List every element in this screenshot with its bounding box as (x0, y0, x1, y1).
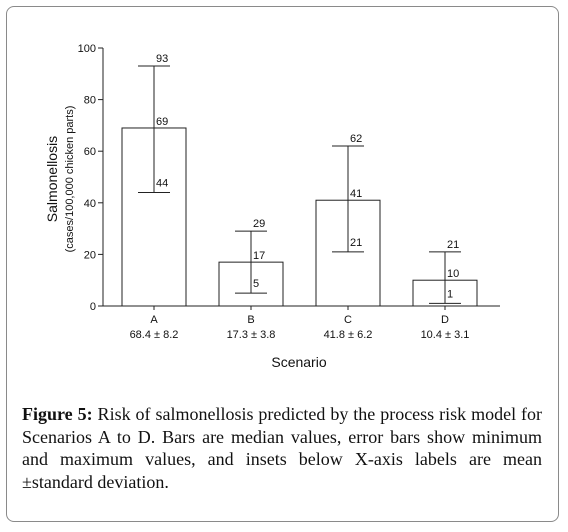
min-label: 21 (350, 237, 362, 249)
x-tick-label: D (441, 314, 449, 326)
mean-sd-label: 10.4 ± 3.1 (421, 329, 470, 341)
y-tick-label: 0 (90, 301, 96, 313)
y-tick-label: 80 (84, 95, 96, 107)
x-tick-label: B (247, 314, 254, 326)
chart-bars (121, 65, 478, 307)
mean-sd-label: 41.8 ± 6.2 (324, 329, 373, 341)
value-label: 10 (447, 268, 459, 280)
min-label: 5 (253, 278, 259, 290)
x-axis-label: Scenario (271, 354, 326, 370)
value-label: 69 (156, 116, 168, 128)
x-tick-label: A (150, 314, 158, 326)
max-label: 93 (156, 53, 168, 65)
max-label: 62 (350, 133, 362, 145)
bar-chart: 0 20 40 60 80 100 93 69 44 A 68.4 ± 8.2 29 17 5 B 17.3… (44, 43, 500, 370)
y-axis-sublabel: (cases/100,000 chicken parts) (64, 106, 76, 253)
y-tick-label: 20 (84, 249, 96, 261)
value-label: 41 (350, 188, 362, 200)
max-label: 29 (253, 218, 265, 230)
y-tick-label: 60 (84, 146, 96, 158)
mean-sd-label: 17.3 ± 3.8 (227, 329, 276, 341)
value-label: 17 (253, 250, 265, 262)
caption-label: Figure 5: (22, 404, 93, 424)
y-axis-label: Salmonellosis (44, 136, 60, 222)
mean-sd-label: 68.4 ± 8.2 (130, 329, 179, 341)
chart-labels: 93 69 44 A 68.4 ± 8.2 29 17 5 B 17.3 ± 3.8 62 41 21 C… (130, 53, 470, 341)
y-tick-label: 40 (84, 198, 96, 210)
caption-text: Risk of salmonellosis predicted by the p… (22, 404, 543, 492)
figure-caption: Figure 5: Risk of salmonellosis predicte… (22, 403, 542, 493)
min-label: 44 (156, 177, 168, 189)
y-tick-label: 100 (78, 43, 96, 55)
x-tick-label: C (344, 314, 352, 326)
min-label: 1 (447, 288, 453, 300)
max-label: 21 (447, 239, 459, 251)
